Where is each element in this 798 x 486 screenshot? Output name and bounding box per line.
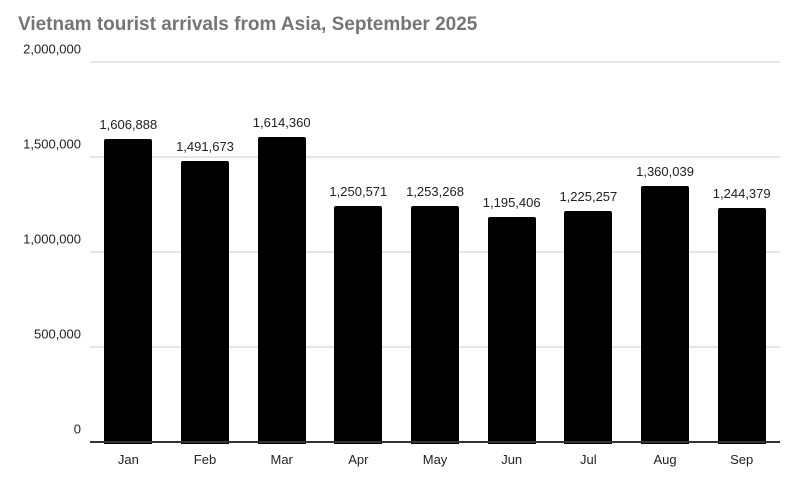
y-tick-label: 500,000: [34, 326, 81, 342]
bar-value-label: 1,491,673: [176, 138, 234, 154]
bar-mar[interactable]: [257, 137, 306, 444]
bar-jul[interactable]: [564, 211, 613, 444]
bar-value-label: 1,360,039: [636, 163, 694, 179]
bar-value-label: 1,195,406: [482, 194, 541, 210]
bar-feb[interactable]: [181, 160, 229, 444]
bar-value-label: 1,614,360: [252, 115, 311, 131]
plot-area: 0 500,000 1,000,000 1,500,000 2,000,000 1,60…: [23, 42, 780, 444]
bar-jan[interactable]: [104, 138, 153, 444]
bar-slot: 1,244,379: [703, 64, 780, 444]
bar-slot: 1,491,673: [167, 64, 244, 444]
x-axis-line: [90, 441, 780, 443]
bar-slot: 1,360,039: [627, 64, 704, 444]
x-tick-label: Sep: [730, 452, 754, 467]
bar-slot: 1,225,257: [550, 64, 627, 444]
bar-value-label: 1,606,888: [99, 116, 158, 132]
x-axis-labels: Jan Feb Mar Apr May Jun Jul Aug Sep: [90, 452, 780, 467]
x-tick-label: Feb: [193, 452, 217, 467]
gridline: [90, 61, 780, 63]
bar-aug[interactable]: [641, 185, 690, 444]
x-tick-label: Jul: [580, 452, 597, 467]
bar-apr[interactable]: [334, 206, 383, 444]
bar-value-label: 1,225,257: [559, 189, 618, 205]
bar-slot: 1,253,268: [397, 64, 474, 444]
x-tick-label: Apr: [348, 452, 369, 467]
bar-slot: 1,614,360: [243, 64, 320, 444]
bar-value-label: 1,244,379: [712, 185, 771, 201]
y-tick-label: 1,500,000: [23, 136, 81, 152]
x-tick-label: Aug: [653, 452, 677, 467]
x-tick-label: Mar: [270, 452, 293, 467]
bar-value-label: 1,253,268: [406, 183, 464, 199]
y-tick-label: 1,000,000: [23, 231, 81, 247]
chart-title: Vietnam tourist arrivals from Asia, Sept…: [18, 14, 478, 35]
y-tick-label: 2,000,000: [23, 41, 81, 57]
x-tick-label: Jun: [501, 452, 523, 467]
y-tick-label: 0: [73, 421, 81, 437]
gridline: [90, 156, 780, 158]
bar-slot: 1,195,406: [473, 64, 550, 444]
bar-slot: 1,606,888: [90, 64, 167, 444]
bars-layer: 1,606,888 1,491,673 1,614,360 1,250,571 1,25…: [90, 64, 780, 444]
bar-value-label: 1,250,571: [329, 184, 388, 200]
x-tick-label: May: [422, 452, 448, 467]
bar-slot: 1,250,571: [320, 64, 397, 444]
bar-jun[interactable]: [487, 216, 536, 444]
bar-may[interactable]: [411, 205, 460, 444]
bar-sep[interactable]: [717, 207, 766, 444]
x-tick-label: Jan: [117, 452, 139, 467]
